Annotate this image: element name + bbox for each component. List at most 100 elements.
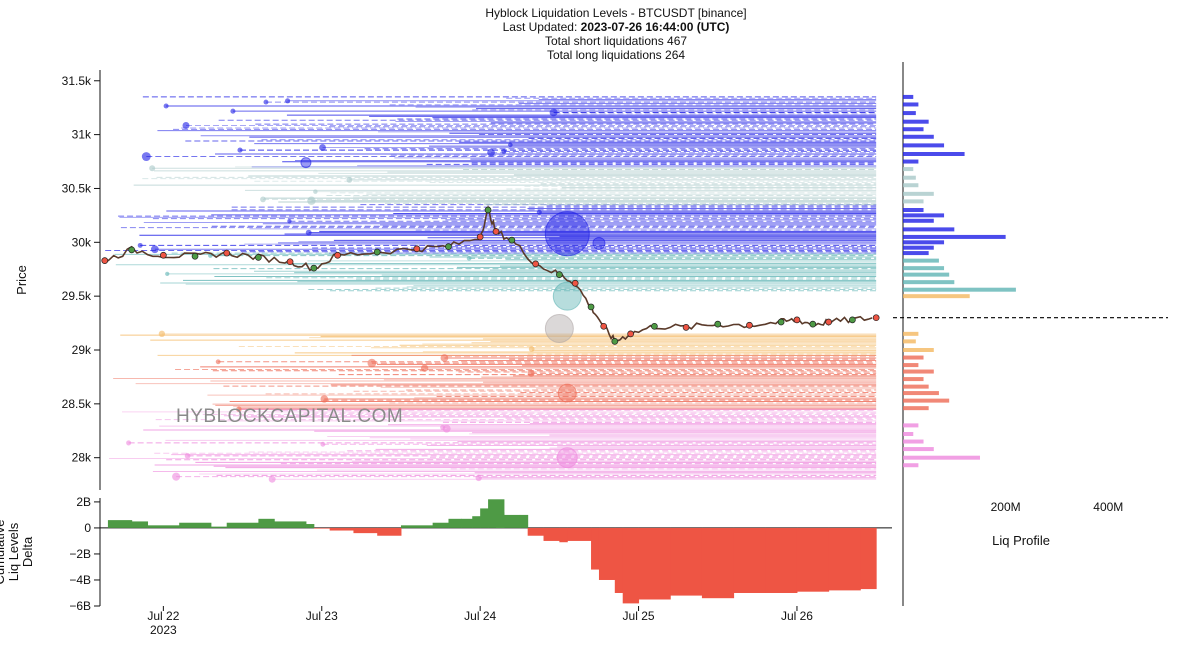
delta-bar [598,527,616,580]
delta-bar [226,522,259,528]
liq-profile-bar [903,127,924,132]
price-point [310,264,318,272]
price-point [651,322,658,330]
x-year-label: 2023 [150,623,177,637]
delta-y-title-line: Liq Levels [6,522,21,581]
y-tick-label: 31k [72,128,92,142]
delta-bar [614,527,624,593]
price-point [587,303,595,311]
price-point [556,271,563,278]
price-point [445,243,452,250]
x-tick-label: Jul 24 [464,609,496,623]
delta-y-tick-label: 2B [76,495,91,509]
short-liq-level-marker [285,98,291,104]
liq-profile-bar [903,143,945,148]
price-point [793,316,801,324]
liq-profile-bar [903,234,1006,239]
liq-profile-bar [903,102,919,107]
delta-bar [448,518,462,528]
short-liq-level-marker [163,103,169,109]
long-liq-level-marker [268,475,276,483]
liq-profile-bar [903,199,924,204]
liq-profile-bar [903,191,934,196]
price-line-group [101,204,880,345]
delta-bar [274,521,307,528]
x-tick-label: Jul 25 [623,609,655,623]
y-tick-label: 31.5k [62,74,92,88]
delta-bar [472,516,481,528]
delta-bar [638,527,671,600]
price-point [373,248,381,256]
delta-bar [179,522,212,528]
delta-bar [353,527,378,534]
price-point [223,249,231,257]
liq-profile-bar [903,213,945,218]
liq-profile-bar [903,94,914,99]
price-point [809,320,817,328]
profile-x-tick-label: 200M [991,500,1021,514]
long-liq-total: Total long liquidations 264 [546,48,686,62]
liq-profile-bar [903,391,939,396]
delta-bar [432,522,449,528]
delta-bar [400,525,434,528]
short-liq-level-marker [487,148,495,157]
last-updated: Last Updated: 2023-07-26 16:44:00 (UTC) [0,20,1200,34]
x-tick-label: Jul 26 [781,609,813,623]
price-point [484,206,492,214]
delta-bar [258,518,275,528]
liq-profile-bar [903,152,965,156]
long-liq-level-marker [528,346,535,352]
liq-cluster-bubble [592,236,606,250]
x-tick-label: Jul 22 [147,609,179,623]
profile-x-tick-label: 400M [1093,500,1123,514]
delta-bar [329,527,354,531]
price-point [714,320,722,328]
price-point [492,228,500,235]
liq-cluster-bubble [557,383,577,403]
liq-profile-bar [903,175,916,180]
price-point [508,236,516,244]
y-axis-title: Price [14,265,29,295]
liq-profile-bar [903,111,916,116]
liq-profile-bar [903,245,934,250]
short-liq-level-marker [263,99,269,105]
liq-profile-bar [903,447,934,452]
short-liq-total: Total short liquidations 467 [544,34,688,48]
delta-bar [591,527,600,570]
delta-bar [147,525,180,528]
liq-profile-bar [903,398,950,403]
delta-bar [107,520,133,528]
delta-y-tick-label: −4B [69,573,91,587]
price-point [255,254,262,261]
delta-bar [131,521,149,528]
short-liq-level-marker [346,177,353,183]
price-point [872,314,880,322]
y-tick-label: 29k [72,343,92,357]
liq-profile-panel [893,94,1168,468]
liq-cluster-bubble [544,313,574,343]
short-liq-level-marker [305,229,312,236]
price-point [600,322,608,330]
liq-profile-bar [903,455,980,460]
short-liq-level-marker [287,219,292,224]
price-line [104,204,873,343]
price-point [160,251,167,259]
price-point [777,318,785,326]
short-liq-level-marker [141,152,151,161]
delta-panel [107,499,877,604]
liq-profile-bar [903,134,934,139]
price-point [682,324,690,331]
delta-bar [313,527,331,529]
liq-profile-bar [903,423,919,428]
delta-bar [377,527,402,536]
short-liq-level-marker [165,271,170,276]
long-liq-level-marker [215,359,221,365]
liq-profile-bar [903,463,919,468]
long-liq-level-marker [440,354,449,362]
long-liq-level-marker [367,358,377,368]
price-point [128,246,136,254]
axis-text: 31.5k 31k 30.5k 30k 29.5k 29k 28.5k 28k Price 2B 0… [0,74,1123,637]
delta-y-tick-label: −2B [69,547,91,561]
short-liq-level-marker [237,147,243,153]
